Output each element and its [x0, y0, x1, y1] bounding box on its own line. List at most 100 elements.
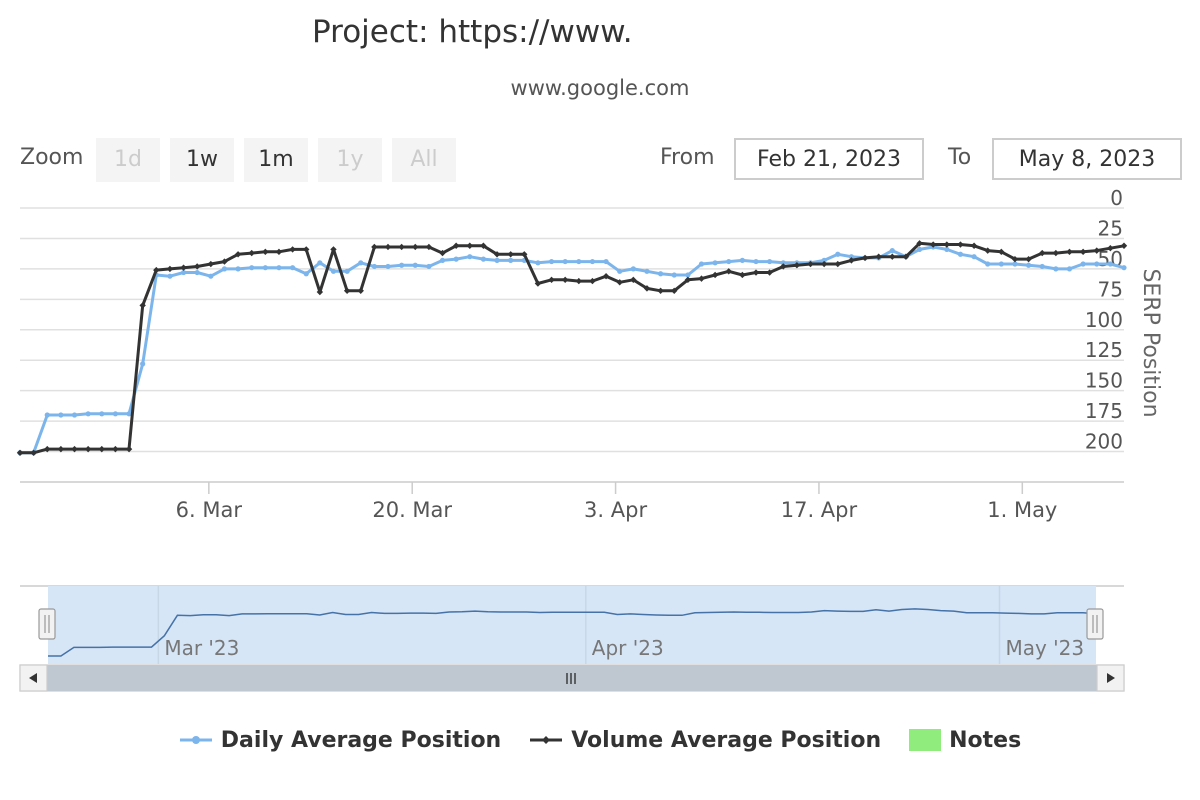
- volume-point[interactable]: [998, 248, 1005, 256]
- daily-point[interactable]: [712, 260, 718, 266]
- volume-point[interactable]: [534, 280, 542, 287]
- volume-point[interactable]: [943, 241, 951, 248]
- volume-point[interactable]: [548, 276, 555, 284]
- volume-point[interactable]: [602, 272, 610, 280]
- daily-point[interactable]: [480, 256, 487, 262]
- volume-point[interactable]: [521, 251, 528, 258]
- volume-point[interactable]: [193, 263, 201, 270]
- volume-point[interactable]: [507, 251, 514, 258]
- volume-point[interactable]: [180, 264, 187, 271]
- volume-point[interactable]: [671, 287, 678, 295]
- daily-point[interactable]: [821, 257, 827, 263]
- volume-point[interactable]: [98, 445, 105, 453]
- volume-point[interactable]: [1025, 255, 1032, 263]
- scroll-right-arrow-icon[interactable]: [1096, 664, 1125, 692]
- volume-point[interactable]: [16, 449, 24, 456]
- daily-point[interactable]: [249, 265, 255, 271]
- daily-point[interactable]: [671, 272, 677, 278]
- daily-point[interactable]: [835, 251, 841, 257]
- scroll-left-arrow-icon[interactable]: [19, 664, 48, 692]
- volume-point[interactable]: [84, 445, 92, 453]
- volume-point[interactable]: [820, 260, 828, 268]
- daily-point[interactable]: [126, 411, 132, 417]
- legend-item-daily[interactable]: Daily Average Position: [179, 728, 501, 753]
- volume-point[interactable]: [330, 246, 337, 253]
- volume-point[interactable]: [412, 243, 419, 251]
- daily-point[interactable]: [399, 262, 405, 268]
- daily-point[interactable]: [726, 258, 732, 265]
- daily-point[interactable]: [71, 412, 78, 418]
- daily-point[interactable]: [944, 246, 950, 253]
- volume-point[interactable]: [125, 445, 133, 453]
- volume-point[interactable]: [725, 268, 732, 275]
- zoom-1m-button[interactable]: 1m: [244, 138, 308, 182]
- volume-point[interactable]: [630, 276, 637, 284]
- daily-point[interactable]: [780, 260, 786, 266]
- daily-point[interactable]: [208, 273, 214, 279]
- volume-point[interactable]: [739, 271, 746, 279]
- volume-point[interactable]: [71, 445, 78, 453]
- volume-point[interactable]: [875, 253, 882, 260]
- volume-point[interactable]: [1107, 244, 1114, 252]
- volume-point[interactable]: [1052, 249, 1060, 257]
- volume-point[interactable]: [684, 276, 692, 284]
- volume-point[interactable]: [248, 249, 255, 257]
- volume-point[interactable]: [316, 288, 324, 296]
- daily-point[interactable]: [957, 251, 964, 257]
- daily-point[interactable]: [589, 258, 596, 265]
- volume-point[interactable]: [1066, 248, 1073, 256]
- daily-point[interactable]: [99, 411, 105, 417]
- volume-point[interactable]: [643, 285, 651, 292]
- volume-point[interactable]: [166, 265, 174, 273]
- zoom-1y-button[interactable]: 1y: [318, 138, 382, 182]
- daily-point[interactable]: [739, 257, 745, 263]
- daily-point[interactable]: [1053, 266, 1059, 272]
- volume-point[interactable]: [616, 279, 623, 286]
- daily-point[interactable]: [698, 261, 705, 267]
- daily-point[interactable]: [453, 256, 459, 262]
- volume-point[interactable]: [698, 275, 705, 282]
- volume-point[interactable]: [752, 269, 760, 276]
- navigator[interactable]: Mar '23 Apr '23 May '23: [19, 585, 1125, 692]
- legend-item-volume[interactable]: Volume Average Position: [529, 728, 881, 753]
- volume-point[interactable]: [957, 241, 964, 248]
- daily-point[interactable]: [221, 266, 228, 272]
- volume-point[interactable]: [711, 271, 719, 279]
- volume-point[interactable]: [1079, 248, 1087, 256]
- navigator-scrollbar[interactable]: [19, 664, 1125, 692]
- zoom-1w-button[interactable]: 1w: [170, 138, 234, 182]
- daily-point[interactable]: [767, 258, 773, 265]
- volume-point[interactable]: [452, 242, 460, 249]
- daily-point[interactable]: [303, 271, 309, 277]
- daily-point[interactable]: [194, 269, 200, 276]
- volume-point[interactable]: [902, 253, 910, 260]
- volume-point[interactable]: [561, 276, 569, 284]
- daily-point[interactable]: [1039, 263, 1045, 270]
- volume-point[interactable]: [766, 269, 773, 276]
- volume-point[interactable]: [480, 242, 487, 249]
- daily-point[interactable]: [576, 258, 582, 265]
- daily-point[interactable]: [971, 254, 977, 260]
- daily-point[interactable]: [58, 412, 64, 418]
- volume-point[interactable]: [861, 254, 869, 262]
- volume-point[interactable]: [44, 445, 51, 453]
- volume-point[interactable]: [439, 249, 446, 257]
- daily-point[interactable]: [985, 261, 991, 267]
- volume-point[interactable]: [589, 277, 596, 285]
- volume-point[interactable]: [780, 263, 787, 270]
- daily-point[interactable]: [657, 271, 664, 277]
- volume-point[interactable]: [398, 243, 405, 251]
- volume-average-position-line[interactable]: [20, 241, 1125, 455]
- volume-point[interactable]: [929, 241, 937, 248]
- daily-point[interactable]: [289, 265, 296, 271]
- daily-point[interactable]: [140, 361, 146, 367]
- daily-point[interactable]: [412, 262, 418, 268]
- volume-point[interactable]: [1120, 242, 1128, 249]
- volume-point[interactable]: [57, 445, 65, 453]
- daily-point[interactable]: [617, 268, 623, 274]
- daily-point[interactable]: [44, 412, 50, 418]
- volume-point[interactable]: [139, 302, 146, 309]
- daily-point[interactable]: [535, 260, 541, 266]
- zoom-1d-button[interactable]: 1d: [96, 138, 160, 182]
- daily-point[interactable]: [508, 257, 514, 263]
